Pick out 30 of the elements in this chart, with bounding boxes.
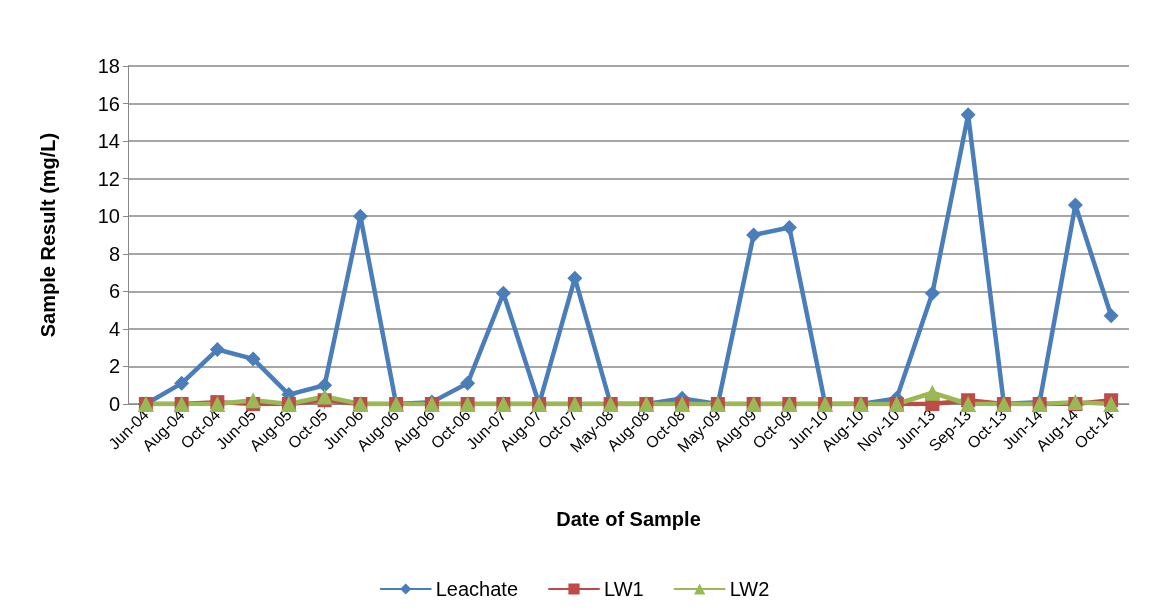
point [316,388,333,405]
legend-label: LW2 [729,578,770,600]
point [1103,308,1119,324]
point [174,375,190,391]
y-axis-title: Sample Result (mg/L) [37,132,59,338]
y-tick-label: 12 [97,167,120,190]
y-tick-label: 4 [108,317,120,340]
point [1103,396,1120,412]
point [495,285,511,301]
y-tick-label: 6 [108,280,120,303]
y-tick-label: 14 [97,130,120,153]
y-tick-label: 8 [108,242,120,265]
y-tick-label: 0 [108,393,120,415]
point [960,396,977,412]
y-tick-label: 18 [97,55,120,77]
point [209,342,225,358]
y-tick-label: 10 [97,205,120,228]
point [245,392,262,409]
point [781,219,797,235]
y-tick-label: 2 [108,355,120,378]
point [460,375,476,391]
y-tick-label: 16 [97,92,120,115]
point [746,227,762,243]
legend-label: Leachate [435,578,519,600]
point [317,377,333,393]
point [924,384,941,401]
legend-label: LW1 [604,578,644,600]
x-axis-title: Date of Sample [556,508,701,530]
point [924,285,940,301]
point [245,351,261,367]
